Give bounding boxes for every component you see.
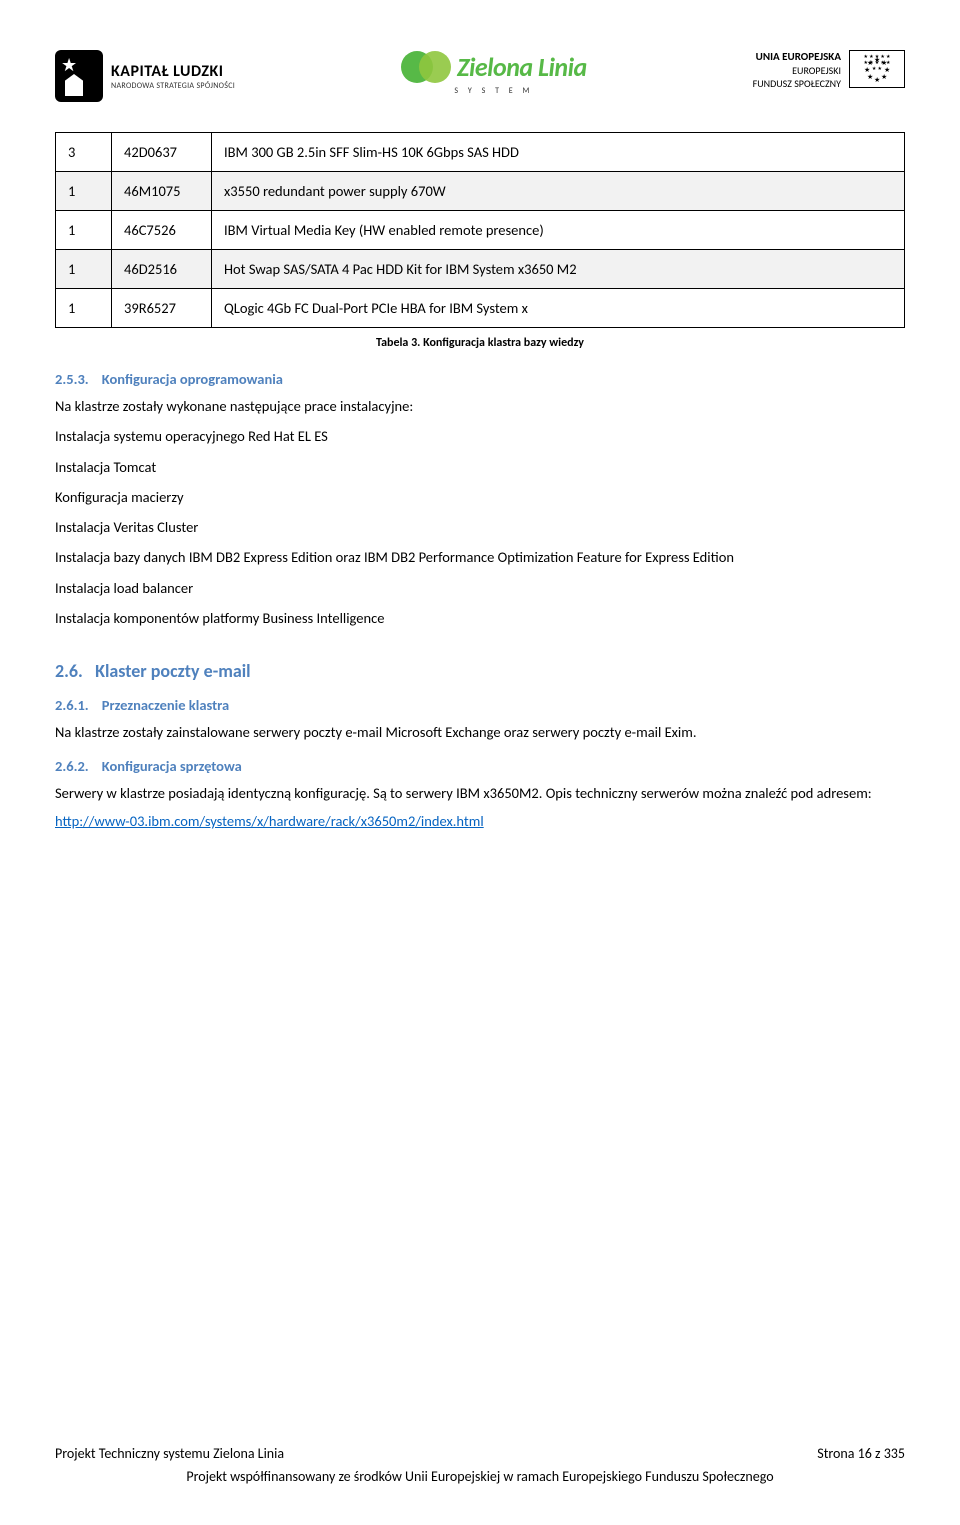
zl-subtitle: S Y S T E M [454,86,533,96]
list-item: Instalacja load balancer [55,578,905,598]
table-row: 139R6527QLogic 4Gb FC Dual-Port PCIe HBA… [56,289,905,328]
kapital-ludzki-logo: KAPITAŁ LUDZKI NARODOWA STRATEGIA SPÓJNO… [55,50,235,102]
table-cell-qty: 1 [56,172,112,211]
eu-star-ring: ★ ★ ★ ★ ★ ★ ★ ★ [863,55,891,83]
section-253-title: Konfiguracja oprogramowania [102,370,283,388]
table-cell-code: 46C7526 [112,211,212,250]
list-item: Instalacja Tomcat [55,457,905,477]
kl-subtitle: NARODOWA STRATEGIA SPÓJNOŚCI [111,81,235,91]
list-item: Instalacja Veritas Cluster [55,517,905,537]
zl-circle-2 [419,51,451,83]
table-row: 146M1075x3550 redundant power supply 670… [56,172,905,211]
header-logo-row: KAPITAŁ LUDZKI NARODOWA STRATEGIA SPÓJNO… [55,50,905,102]
table-cell-desc: x3550 redundant power supply 670W [212,172,905,211]
section-26-heading: 2.6. Klaster poczty e-mail [55,660,905,682]
ibm-link[interactable]: http://www-03.ibm.com/systems/x/hardware… [55,812,484,830]
section-262-link-wrap: http://www-03.ibm.com/systems/x/hardware… [55,811,905,831]
table-cell-desc: Hot Swap SAS/SATA 4 Pac HDD Kit for IBM … [212,250,905,289]
footer-row1: Projekt Techniczny systemu Zielona Linia… [55,1445,905,1462]
section-262-body: Serwery w klastrze posiadają identyczną … [55,783,905,803]
zielona-linia-logo: Zielona Linia S Y S T E M [401,50,587,96]
zl-row: Zielona Linia [401,50,587,84]
section-261-title: Przeznaczenie klastra [102,696,229,714]
zl-inner: Zielona Linia S Y S T E M [401,50,587,96]
table-cell-qty: 1 [56,250,112,289]
section-253-intro: Na klastrze zostały wykonane następujące… [55,396,905,416]
table-row: 146D2516Hot Swap SAS/SATA 4 Pac HDD Kit … [56,250,905,289]
table-cell-qty: 1 [56,289,112,328]
zl-title: Zielona Linia [457,51,587,83]
table-cell-qty: 3 [56,133,112,172]
section-261-num: 2.6.1. [55,696,89,714]
kl-text-block: KAPITAŁ LUDZKI NARODOWA STRATEGIA SPÓJNO… [111,62,235,91]
section-261-heading: 2.6.1. Przeznaczenie klastra [55,696,905,714]
table-cell-code: 39R6527 [112,289,212,328]
eu-logo: UNIA EUROPEJSKA EUROPEJSKI FUNDUSZ SPOŁE… [753,50,905,90]
table-row: 146C7526IBM Virtual Media Key (HW enable… [56,211,905,250]
section-253-heading: 2.5.3. Konfiguracja oprogramowania [55,370,905,388]
hardware-table: 342D0637IBM 300 GB 2.5in SFF Slim-HS 10K… [55,132,905,328]
table-cell-code: 42D0637 [112,133,212,172]
section-253-items: Instalacja systemu operacyjnego Red Hat … [55,426,905,628]
section-261-body: Na klastrze zostały zainstalowane serwer… [55,722,905,742]
zl-circles-icon [401,50,451,84]
footer-left: Projekt Techniczny systemu Zielona Linia [55,1445,284,1462]
kl-icon [55,50,103,102]
table-cell-qty: 1 [56,211,112,250]
section-262-num: 2.6.2. [55,757,89,775]
table-cell-desc: IBM Virtual Media Key (HW enabled remote… [212,211,905,250]
page-footer: Projekt Techniczny systemu Zielona Linia… [55,1445,905,1485]
eu-text: UNIA EUROPEJSKA EUROPEJSKI FUNDUSZ SPOŁE… [753,50,841,90]
document-page: KAPITAŁ LUDZKI NARODOWA STRATEGIA SPÓJNO… [0,0,960,879]
footer-right: Strona 16 z 335 [817,1445,905,1462]
table-cell-desc: QLogic 4Gb FC Dual-Port PCIe HBA for IBM… [212,289,905,328]
table-cell-code: 46D2516 [112,250,212,289]
section-26-num: 2.6. [55,660,83,682]
list-item: Instalacja bazy danych IBM DB2 Express E… [55,547,905,567]
eu-line3: FUNDUSZ SPOŁECZNY [753,77,841,90]
footer-bottom: Projekt współfinansowany ze środków Unii… [55,1468,905,1485]
eu-flag-icon: ★ ★ ★ ★ ★ ★ ★ ★ [849,50,905,88]
section-26-title: Klaster poczty e-mail [95,660,250,682]
table-row: 342D0637IBM 300 GB 2.5in SFF Slim-HS 10K… [56,133,905,172]
list-item: Instalacja systemu operacyjnego Red Hat … [55,426,905,446]
section-253-num: 2.5.3. [55,370,89,388]
eu-line2: EUROPEJSKI [753,64,841,77]
section-262-title: Konfiguracja sprzętowa [102,757,242,775]
table-caption: Tabela 3. Konfiguracja klastra bazy wied… [55,336,905,350]
section-262-heading: 2.6.2. Konfiguracja sprzętowa [55,757,905,775]
eu-line1: UNIA EUROPEJSKA [753,50,841,64]
kl-title: KAPITAŁ LUDZKI [111,62,235,81]
list-item: Instalacja komponentów platformy Busines… [55,608,905,628]
table-cell-code: 46M1075 [112,172,212,211]
list-item: Konfiguracja macierzy [55,487,905,507]
table-cell-desc: IBM 300 GB 2.5in SFF Slim-HS 10K 6Gbps S… [212,133,905,172]
